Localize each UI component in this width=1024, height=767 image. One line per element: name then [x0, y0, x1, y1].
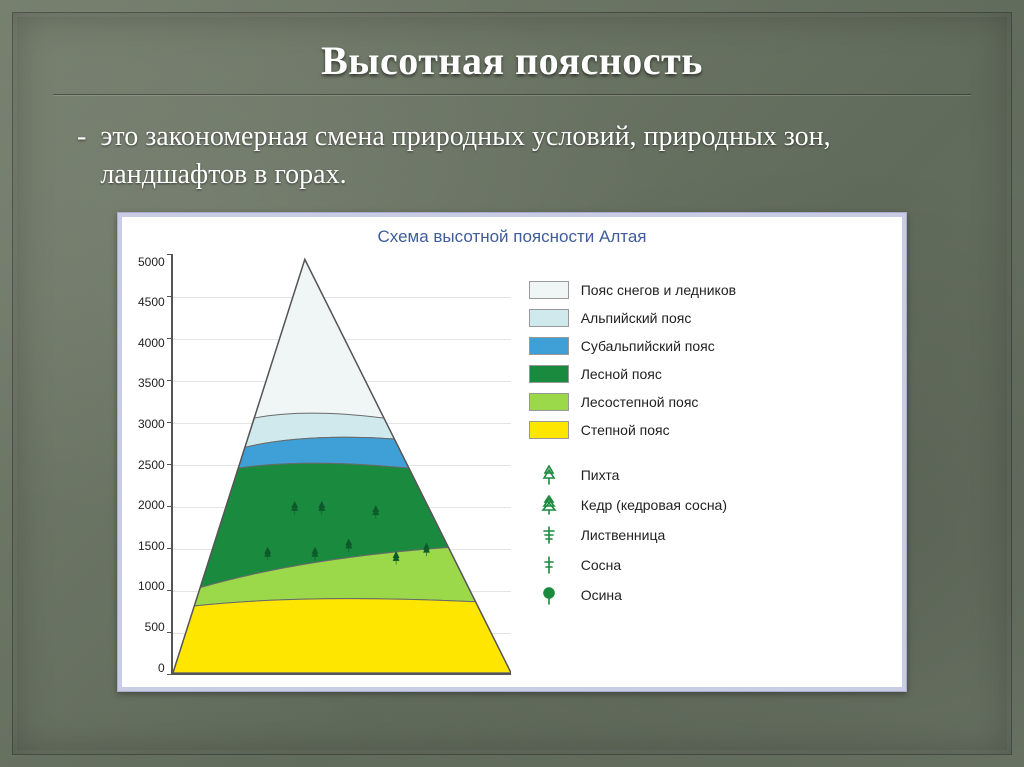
zone-steppe — [173, 598, 511, 672]
legend-item-forest: Лесной пояс — [529, 365, 886, 383]
chart-body: 5000450040003500300025002000150010005000… — [138, 255, 886, 675]
legend-item-foreststep: Лесостепной пояс — [529, 393, 886, 411]
y-tick-label: 5000 — [138, 255, 165, 269]
legend-label: Пояс снегов и ледников — [581, 282, 736, 298]
chart-inner: Схема высотной поясности Алтая 500045004… — [122, 217, 902, 687]
tree-legend-label: Кедр (кедровая сосна) — [581, 497, 727, 513]
lead-dash: - — [77, 118, 86, 194]
y-tick-label: 4500 — [138, 295, 165, 309]
legend-trees: Пихта Кедр (кедровая сосна) Лиственница Сос… — [529, 465, 886, 605]
mountain-plot — [171, 255, 511, 675]
y-tick-label: 3000 — [138, 417, 165, 431]
legend-swatch — [529, 337, 569, 355]
legend-label: Лесной пояс — [581, 366, 662, 382]
y-tick-label: 2500 — [138, 458, 165, 472]
legend-item-snow: Пояс снегов и ледников — [529, 281, 886, 299]
aspen-icon — [529, 585, 569, 605]
legend-label: Альпийский пояс — [581, 310, 692, 326]
tree-legend-label: Осина — [581, 587, 622, 603]
title-divider — [53, 94, 971, 96]
legend-zones: Пояс снегов и ледников Альпийский пояс Суб… — [529, 281, 886, 439]
tree-legend-larch: Лиственница — [529, 525, 886, 545]
mountain-svg — [173, 255, 511, 673]
legend-label: Субальпийский пояс — [581, 338, 715, 354]
y-tick — [167, 674, 173, 675]
legend-item-alpine: Альпийский пояс — [529, 309, 886, 327]
y-tick-label: 500 — [145, 620, 165, 634]
larch-icon — [529, 525, 569, 545]
y-tick-label: 1500 — [138, 539, 165, 553]
y-tick-label: 4000 — [138, 336, 165, 350]
tree-legend-cedar: Кедр (кедровая сосна) — [529, 495, 886, 515]
legend-swatch — [529, 365, 569, 383]
fir-icon — [529, 465, 569, 485]
tree-legend-fir: Пихта — [529, 465, 886, 485]
slide-frame: Высотная поясность - это закономерная см… — [12, 12, 1012, 755]
slide-title: Высотная поясность — [53, 37, 971, 84]
legend-swatch — [529, 421, 569, 439]
legend-swatch — [529, 309, 569, 327]
legend-swatch — [529, 281, 569, 299]
legend-item-subalpine: Субальпийский пояс — [529, 337, 886, 355]
legend-label: Степной пояс — [581, 422, 670, 438]
plot-wrap: 5000450040003500300025002000150010005000 — [138, 255, 511, 675]
y-tick-label: 2000 — [138, 498, 165, 512]
legend-item-steppe: Степной пояс — [529, 421, 886, 439]
y-axis: 5000450040003500300025002000150010005000 — [138, 255, 171, 675]
zone-snow — [254, 259, 384, 418]
y-tick-label: 1000 — [138, 579, 165, 593]
tree-legend-pine: Сосна — [529, 555, 886, 575]
lead-text: это закономерная смена природных условий… — [100, 118, 961, 194]
y-tick-label: 0 — [158, 661, 165, 675]
tree-legend-label: Лиственница — [581, 527, 666, 543]
legend-swatch — [529, 393, 569, 411]
y-tick-label: 3500 — [138, 376, 165, 390]
lead-text-block: - это закономерная смена природных услов… — [77, 118, 961, 194]
pine-icon — [529, 555, 569, 575]
chart-card: Схема высотной поясности Алтая 500045004… — [117, 212, 907, 692]
legend-spacer — [529, 439, 886, 465]
legend: Пояс снегов и ледников Альпийский пояс Суб… — [529, 255, 886, 675]
chart-title: Схема высотной поясности Алтая — [138, 227, 886, 247]
tree-legend-label: Пихта — [581, 467, 620, 483]
tree-legend-label: Сосна — [581, 557, 621, 573]
legend-label: Лесостепной пояс — [581, 394, 699, 410]
cedar-icon — [529, 495, 569, 515]
tree-legend-aspen: Осина — [529, 585, 886, 605]
